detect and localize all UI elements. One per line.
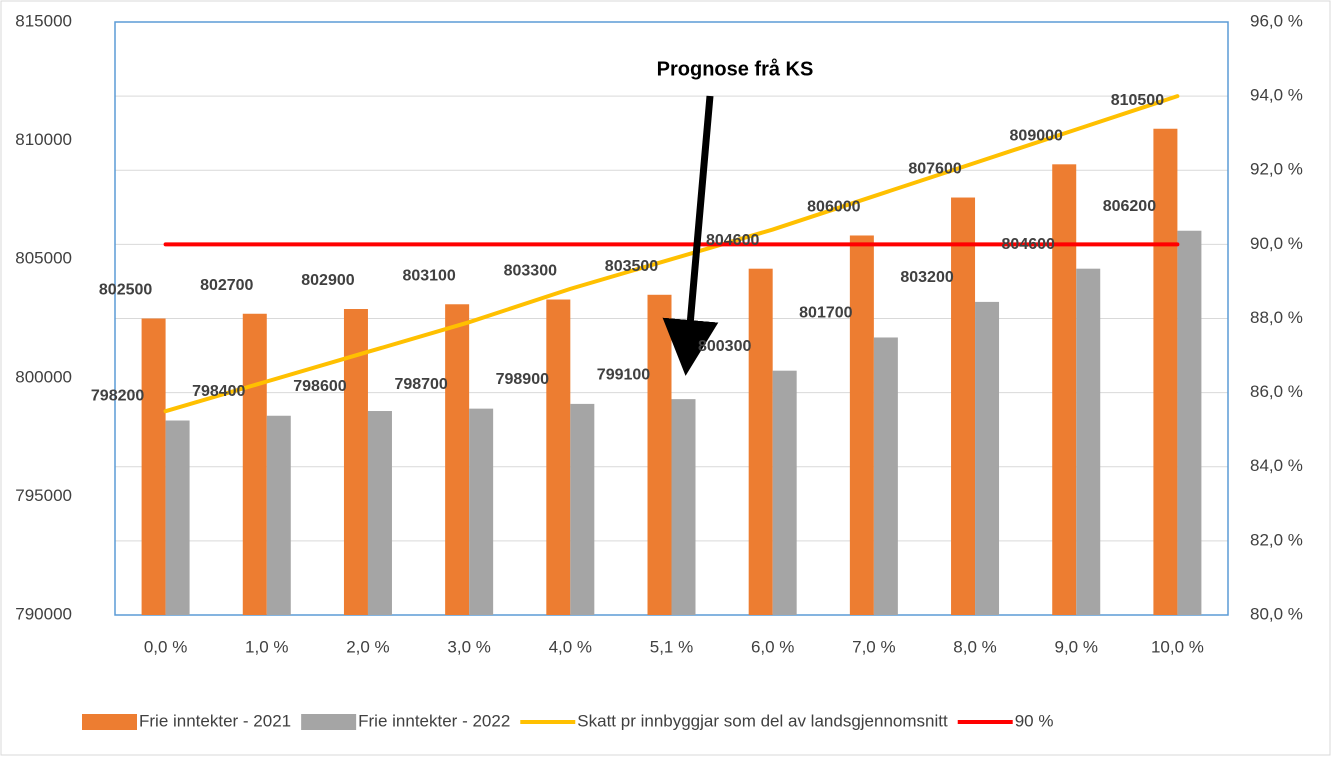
bar	[1153, 128, 1178, 616]
bar	[748, 268, 773, 615]
y2-tick-label: 84,0 %	[1250, 456, 1303, 475]
x-tick-label: 0,0 %	[144, 637, 187, 656]
y-tick-label: 805000	[15, 249, 72, 268]
data-label: 806200	[1103, 198, 1156, 215]
y-tick-label: 815000	[15, 11, 72, 30]
x-tick-label: 8,0 %	[953, 637, 996, 656]
data-label: 802900	[301, 272, 354, 289]
data-label: 798200	[91, 388, 144, 405]
legend-label: Frie inntekter - 2021	[139, 711, 291, 730]
y-tick-label: 800000	[15, 367, 72, 386]
y2-tick-label: 86,0 %	[1250, 382, 1303, 401]
bar	[647, 294, 672, 615]
y2-tick-label: 96,0 %	[1250, 11, 1303, 30]
bar	[445, 304, 470, 615]
bar	[772, 370, 797, 615]
data-label: 810500	[1111, 92, 1164, 109]
bar	[343, 309, 368, 615]
legend-swatch	[82, 714, 137, 730]
data-label: 803500	[605, 258, 658, 275]
bar	[469, 408, 494, 615]
bar	[141, 318, 166, 615]
legend-label: Skatt pr innbyggjar som del av landsgjen…	[577, 711, 948, 730]
y2-tick-label: 90,0 %	[1250, 234, 1303, 253]
bar	[242, 313, 267, 615]
bar	[367, 411, 392, 615]
y2-tick-label: 82,0 %	[1250, 530, 1303, 549]
legend-label: 90 %	[1015, 711, 1054, 730]
y-tick-label: 810000	[15, 130, 72, 149]
data-label: 803200	[900, 269, 953, 286]
data-label: 803300	[504, 263, 557, 280]
data-label: 802700	[200, 277, 253, 294]
bar	[1052, 164, 1077, 615]
data-label: 809000	[1010, 128, 1063, 145]
bar	[165, 420, 190, 615]
annotation-arrow	[662, 95, 719, 376]
data-label: 798900	[496, 371, 549, 388]
y-tick-label: 790000	[15, 604, 72, 623]
bar	[671, 399, 696, 615]
data-label: 806000	[807, 199, 860, 216]
bar	[849, 235, 874, 616]
y2-tick-label: 94,0 %	[1250, 86, 1303, 105]
bar	[1076, 268, 1101, 615]
x-tick-label: 3,0 %	[447, 637, 490, 656]
bar	[570, 403, 595, 615]
data-label: 802500	[99, 282, 152, 299]
data-label: 798600	[293, 378, 346, 395]
bar	[951, 197, 976, 615]
y2-tick-label: 80,0 %	[1250, 604, 1303, 623]
x-tick-label: 9,0 %	[1054, 637, 1097, 656]
bar	[546, 299, 571, 615]
bar	[975, 301, 1000, 615]
y-tick-label: 795000	[15, 486, 72, 505]
annotation: Prognose frå KS	[657, 57, 814, 80]
x-tick-label: 2,0 %	[346, 637, 389, 656]
data-label: 798400	[192, 383, 245, 400]
y2-tick-label: 92,0 %	[1250, 160, 1303, 179]
data-label: 804600	[706, 232, 759, 249]
bar	[1177, 230, 1202, 615]
y2-tick-label: 88,0 %	[1250, 308, 1303, 327]
bar	[266, 415, 291, 615]
x-tick-label: 5,1 %	[650, 637, 693, 656]
data-label: 804600	[1002, 236, 1055, 253]
x-tick-label: 10,0 %	[1151, 637, 1204, 656]
data-label: 798700	[394, 376, 447, 393]
x-tick-label: 1,0 %	[245, 637, 288, 656]
data-label: 807600	[908, 161, 961, 178]
line	[163, 94, 1180, 414]
data-label: 800300	[698, 338, 751, 355]
x-tick-label: 6,0 %	[751, 637, 794, 656]
legend-label: Frie inntekter - 2022	[358, 711, 510, 730]
x-tick-label: 4,0 %	[549, 637, 592, 656]
data-label: 803100	[402, 267, 455, 284]
data-label: 799100	[597, 366, 650, 383]
x-tick-label: 7,0 %	[852, 637, 895, 656]
legend-swatch	[301, 714, 357, 730]
data-label: 801700	[799, 305, 852, 322]
bar	[873, 337, 898, 615]
